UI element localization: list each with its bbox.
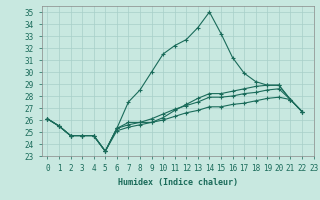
X-axis label: Humidex (Indice chaleur): Humidex (Indice chaleur) (118, 178, 237, 187)
